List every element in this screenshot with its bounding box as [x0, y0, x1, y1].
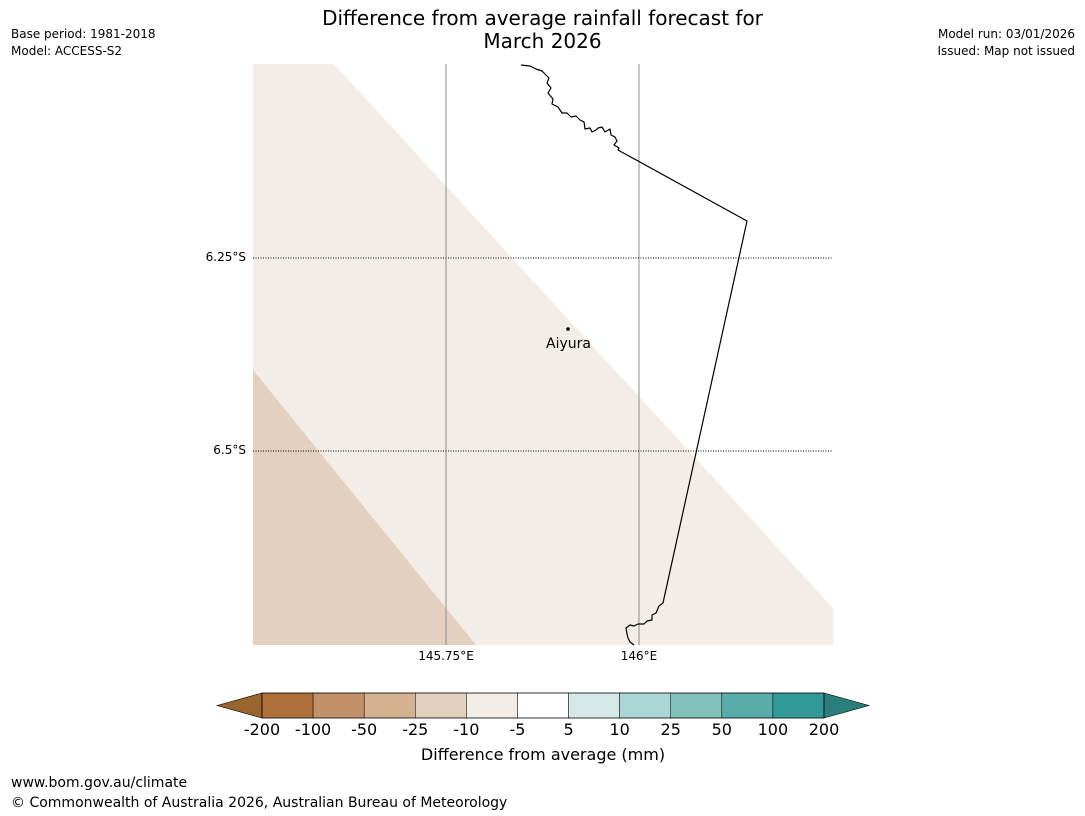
colorbar-segment: [415, 692, 467, 719]
colorbar-tick-label: -5: [509, 720, 526, 739]
lon-label-145-75: 145.75°E: [418, 649, 474, 663]
colorbar-segment: [363, 692, 416, 719]
colorbar-tick-label: -10: [453, 720, 480, 739]
title-line-2: March 2026: [483, 29, 602, 53]
colorbar-tick-label: -25: [402, 720, 429, 739]
map-title: Difference from average rainfall forecas…: [0, 7, 1085, 53]
place-label: Aiyura: [546, 336, 591, 352]
colorbar-frame: [261, 692, 825, 719]
colorbar-segment: [568, 692, 620, 719]
colorbar-segment: [312, 692, 365, 719]
colorbar-tick-label: -200: [243, 720, 281, 739]
footer-url: www.bom.gov.au/climate: [11, 775, 188, 791]
colorbar-tick-label: -50: [351, 720, 378, 739]
issued-status: Issued: Map not issued: [937, 44, 1075, 58]
coastline-boundary: [520, 64, 748, 646]
model-run: Model run: 03/01/2026: [937, 27, 1075, 41]
lat-label-6-25: 6.25°S: [205, 250, 246, 264]
colorbar-tick-label: 5: [563, 720, 574, 739]
lat-label-6-5: 6.5°S: [213, 443, 246, 457]
colorbar-segment: [772, 692, 825, 719]
title-line-1: Difference from average rainfall forecas…: [322, 6, 763, 30]
colorbar-tick-label: -100: [294, 720, 332, 739]
lon-label-146: 146°E: [620, 649, 658, 663]
colorbar-segment: [670, 692, 723, 719]
colorbar-over-arrow: [823, 692, 871, 719]
colorbar-tick-label: 50: [711, 720, 732, 739]
band-minus10-minus5: [253, 64, 833, 645]
colorbar-segment: [517, 692, 569, 719]
meta-left: Base period: 1981-2018 Model: ACCESS-S2: [11, 26, 156, 60]
colorbar-tick-label: 100: [757, 720, 789, 739]
colorbar-tick-label: 25: [660, 720, 681, 739]
place-marker: [566, 327, 570, 331]
base-period: Base period: 1981-2018: [11, 27, 156, 41]
colorbar-under-arrow: [215, 692, 263, 719]
footer-copyright: © Commonwealth of Australia 2026, Austra…: [11, 795, 508, 811]
colorbar-segment: [261, 692, 314, 719]
colorbar-segment: [619, 692, 671, 719]
colorbar-segment: [721, 692, 774, 719]
colorbar-segment: [466, 692, 518, 719]
model-name: Model: ACCESS-S2: [11, 44, 123, 58]
colorbar-label: Difference from average (mm): [420, 745, 666, 764]
colorbar-tick-label: 200: [808, 720, 840, 739]
colorbar-tick-label: 10: [609, 720, 630, 739]
band-minus25-minus10: [253, 370, 476, 645]
meta-right: Model run: 03/01/2026 Issued: Map not is…: [937, 26, 1075, 60]
